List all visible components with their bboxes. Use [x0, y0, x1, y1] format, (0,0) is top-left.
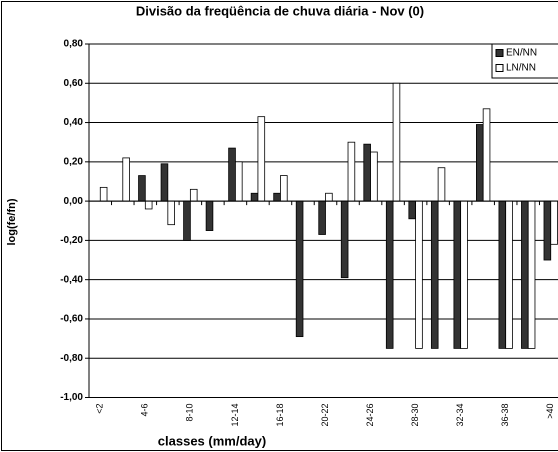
legend-box — [491, 43, 558, 79]
bar — [144, 200, 153, 210]
bar — [250, 192, 259, 202]
bar — [505, 200, 513, 349]
bar — [476, 124, 484, 202]
bar — [347, 141, 356, 202]
x-tick-label: <2 — [95, 404, 105, 414]
bar — [99, 186, 108, 202]
x-tick-label: >40 — [545, 404, 555, 419]
bar — [370, 151, 378, 202]
bar — [437, 167, 446, 202]
y-tick-label: -0,20 — [60, 235, 83, 246]
y-tick-label: -1,00 — [60, 392, 83, 403]
bar — [318, 200, 326, 235]
bar — [235, 161, 243, 202]
bar — [183, 200, 191, 241]
bar — [521, 200, 529, 349]
y-tick-label: 0,20 — [64, 156, 84, 167]
y-tick-label: -0,40 — [60, 274, 83, 285]
bar — [280, 175, 288, 202]
bar — [160, 163, 169, 202]
bar — [498, 200, 507, 349]
legend-swatch — [495, 49, 504, 57]
x-tick-label: 20-22 — [320, 404, 330, 427]
bar — [273, 192, 281, 202]
bar — [228, 147, 236, 202]
bar — [385, 200, 394, 349]
bar — [122, 157, 130, 202]
x-tick-label: 28-30 — [410, 404, 420, 427]
bar — [340, 200, 349, 279]
chart-title: Divisão da freqüência de chuva diária - … — [136, 3, 424, 18]
bar — [430, 200, 439, 349]
bar — [167, 200, 175, 226]
legend-swatch — [495, 64, 504, 72]
x-tick-label: 8-10 — [185, 404, 195, 422]
bar — [527, 200, 536, 349]
y-tick-label: 0,80 — [64, 39, 84, 50]
bar — [189, 188, 198, 202]
y-tick-label: 0,40 — [64, 117, 84, 128]
x-axis-title: classes (mm/day) — [158, 433, 266, 448]
bar — [205, 200, 214, 231]
bar — [257, 116, 266, 202]
x-tick-label: 24-26 — [365, 404, 375, 427]
bar — [295, 200, 304, 338]
bar — [550, 200, 558, 245]
x-tick-label: 4-6 — [140, 404, 150, 417]
x-tick-label: 32-34 — [455, 404, 465, 427]
y-tick-label: -0,80 — [60, 353, 83, 364]
legend-label: LN/NN — [506, 63, 536, 74]
bar — [363, 143, 371, 202]
x-tick-label: 36-38 — [500, 404, 510, 427]
bar — [408, 200, 416, 220]
bar — [138, 175, 146, 202]
y-tick-label: 0,60 — [64, 78, 84, 89]
bar — [453, 200, 462, 349]
x-tick-label: 12-14 — [230, 404, 240, 427]
bar — [482, 108, 491, 202]
bar — [415, 200, 423, 349]
y-axis-title: log(fe/fn) — [6, 198, 18, 245]
x-tick-label: 16-18 — [275, 404, 285, 427]
y-tick-label: 0,00 — [64, 196, 84, 207]
legend-label: EN/NN — [506, 48, 537, 59]
y-tick-label: -0,60 — [60, 314, 83, 325]
bar — [543, 200, 552, 261]
bar — [460, 200, 468, 349]
bar — [392, 82, 401, 202]
bar — [325, 192, 333, 202]
